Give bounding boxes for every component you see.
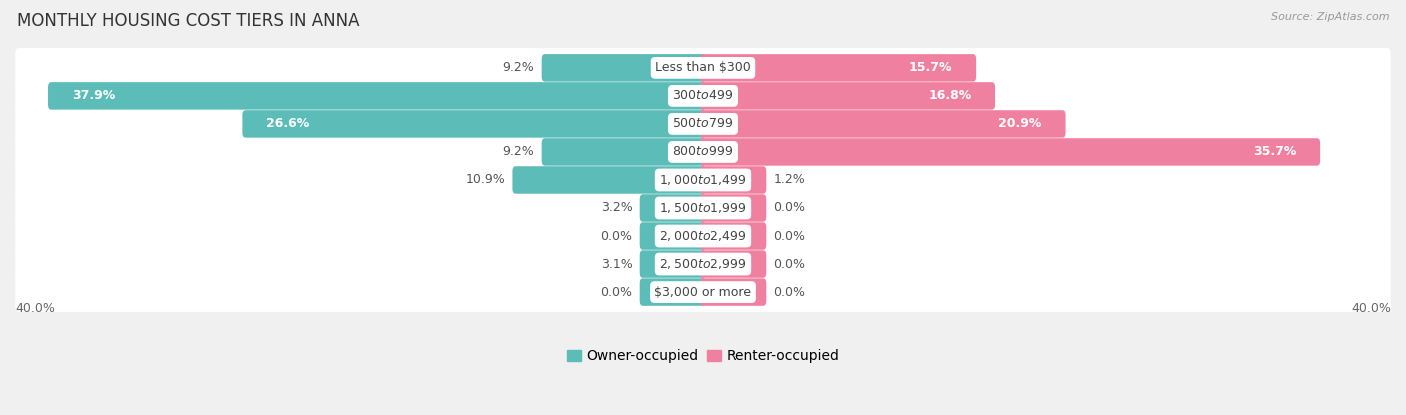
Legend: Owner-occupied, Renter-occupied: Owner-occupied, Renter-occupied — [561, 344, 845, 369]
FancyBboxPatch shape — [640, 250, 706, 278]
FancyBboxPatch shape — [700, 250, 766, 278]
Text: Source: ZipAtlas.com: Source: ZipAtlas.com — [1271, 12, 1389, 22]
Text: 0.0%: 0.0% — [773, 202, 806, 215]
FancyBboxPatch shape — [640, 278, 706, 306]
FancyBboxPatch shape — [700, 166, 766, 194]
Text: Less than $300: Less than $300 — [655, 61, 751, 74]
FancyBboxPatch shape — [15, 76, 1391, 116]
Text: 9.2%: 9.2% — [503, 61, 534, 74]
FancyBboxPatch shape — [15, 132, 1391, 172]
Text: 0.0%: 0.0% — [773, 258, 806, 271]
FancyBboxPatch shape — [15, 216, 1391, 256]
Text: 0.0%: 0.0% — [773, 229, 806, 242]
FancyBboxPatch shape — [700, 222, 766, 250]
Text: 0.0%: 0.0% — [600, 229, 633, 242]
Text: 10.9%: 10.9% — [465, 173, 505, 186]
Text: 37.9%: 37.9% — [72, 89, 115, 103]
Text: 40.0%: 40.0% — [1351, 302, 1391, 315]
FancyBboxPatch shape — [700, 110, 1066, 138]
Text: MONTHLY HOUSING COST TIERS IN ANNA: MONTHLY HOUSING COST TIERS IN ANNA — [17, 12, 360, 30]
FancyBboxPatch shape — [700, 54, 976, 82]
Text: $800 to $999: $800 to $999 — [672, 145, 734, 159]
Text: 0.0%: 0.0% — [773, 286, 806, 298]
Text: 20.9%: 20.9% — [998, 117, 1042, 130]
FancyBboxPatch shape — [15, 244, 1391, 284]
Text: 0.0%: 0.0% — [600, 286, 633, 298]
FancyBboxPatch shape — [15, 188, 1391, 228]
Text: 3.1%: 3.1% — [600, 258, 633, 271]
FancyBboxPatch shape — [640, 194, 706, 222]
FancyBboxPatch shape — [541, 54, 706, 82]
FancyBboxPatch shape — [512, 166, 706, 194]
FancyBboxPatch shape — [700, 82, 995, 110]
FancyBboxPatch shape — [700, 194, 766, 222]
Text: $500 to $799: $500 to $799 — [672, 117, 734, 130]
Text: 15.7%: 15.7% — [908, 61, 952, 74]
Text: 3.2%: 3.2% — [600, 202, 633, 215]
Text: $3,000 or more: $3,000 or more — [655, 286, 751, 298]
FancyBboxPatch shape — [640, 222, 706, 250]
Text: 9.2%: 9.2% — [503, 145, 534, 159]
Text: 16.8%: 16.8% — [928, 89, 972, 103]
FancyBboxPatch shape — [242, 110, 706, 138]
Text: $2,000 to $2,499: $2,000 to $2,499 — [659, 229, 747, 243]
Text: 40.0%: 40.0% — [15, 302, 55, 315]
Text: 1.2%: 1.2% — [773, 173, 806, 186]
Text: $300 to $499: $300 to $499 — [672, 89, 734, 103]
FancyBboxPatch shape — [15, 160, 1391, 200]
FancyBboxPatch shape — [700, 278, 766, 306]
FancyBboxPatch shape — [15, 104, 1391, 144]
FancyBboxPatch shape — [541, 138, 706, 166]
Text: $1,500 to $1,999: $1,500 to $1,999 — [659, 201, 747, 215]
FancyBboxPatch shape — [48, 82, 706, 110]
Text: $1,000 to $1,499: $1,000 to $1,499 — [659, 173, 747, 187]
Text: 26.6%: 26.6% — [266, 117, 309, 130]
FancyBboxPatch shape — [700, 138, 1320, 166]
Text: $2,500 to $2,999: $2,500 to $2,999 — [659, 257, 747, 271]
Text: 35.7%: 35.7% — [1253, 145, 1296, 159]
FancyBboxPatch shape — [15, 48, 1391, 88]
FancyBboxPatch shape — [15, 272, 1391, 312]
